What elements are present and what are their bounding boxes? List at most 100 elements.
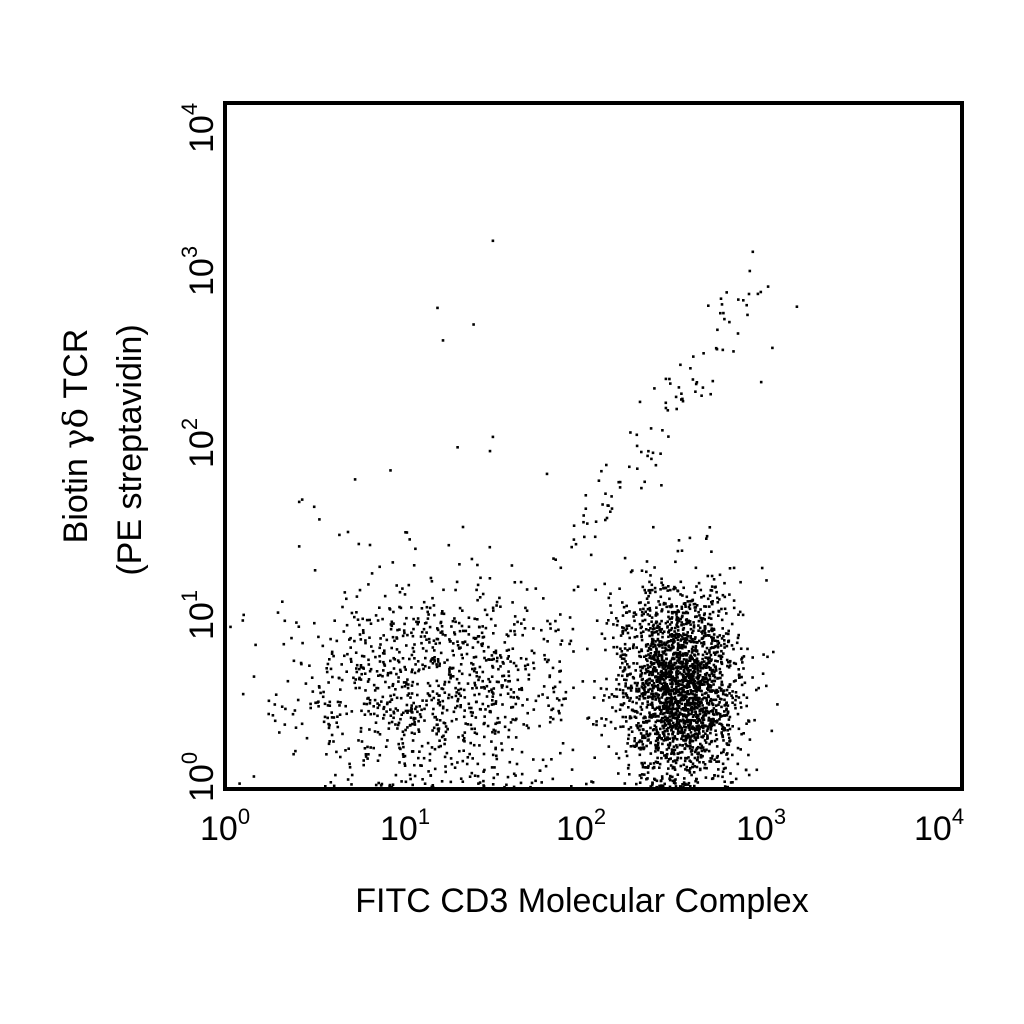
data-point	[454, 706, 457, 710]
data-point	[683, 633, 686, 637]
data-point	[663, 715, 667, 719]
data-point	[417, 719, 420, 723]
data-point	[690, 672, 693, 676]
data-point	[691, 378, 695, 381]
data-point	[459, 704, 462, 707]
data-point	[368, 702, 372, 705]
data-point	[431, 712, 435, 716]
data-point	[651, 781, 654, 784]
data-point	[691, 663, 695, 666]
data-point	[714, 698, 718, 702]
data-point	[623, 657, 626, 661]
data-point	[511, 601, 514, 604]
data-point	[666, 707, 670, 710]
data-point	[473, 693, 476, 697]
data-point	[491, 606, 495, 610]
data-point	[344, 749, 347, 752]
data-point	[406, 711, 409, 714]
data-point	[505, 685, 509, 689]
data-point	[707, 616, 711, 620]
data-point	[728, 661, 731, 664]
data-point	[680, 687, 683, 691]
data-point	[690, 676, 694, 680]
data-point	[715, 760, 718, 763]
data-point	[378, 606, 381, 609]
data-point	[491, 695, 495, 698]
data-point	[664, 692, 667, 696]
data-point	[654, 760, 658, 764]
data-point	[614, 709, 618, 713]
data-point	[658, 641, 661, 644]
data-point	[447, 693, 451, 697]
data-point	[505, 783, 508, 787]
data-point	[391, 783, 395, 786]
data-point	[420, 744, 424, 748]
data-point	[668, 743, 672, 747]
data-point	[475, 686, 478, 690]
data-point	[717, 641, 721, 645]
data-point	[648, 609, 652, 612]
data-point	[438, 719, 442, 722]
data-point	[557, 709, 560, 713]
data-point	[473, 727, 476, 731]
data-point	[428, 759, 432, 762]
data-point	[711, 379, 715, 383]
data-point	[644, 736, 647, 739]
data-point	[308, 664, 311, 667]
data-point	[679, 699, 682, 702]
data-point	[707, 304, 710, 307]
data-point	[522, 723, 525, 726]
data-point	[694, 615, 697, 619]
data-point	[424, 656, 427, 660]
data-point	[464, 722, 467, 725]
data-point	[671, 725, 675, 729]
data-point	[621, 614, 625, 617]
data-point	[694, 750, 697, 754]
data-point	[404, 728, 407, 732]
data-point	[663, 734, 666, 738]
data-point	[494, 651, 498, 655]
data-point	[686, 679, 689, 683]
data-point	[665, 657, 668, 661]
data-point	[384, 680, 387, 684]
data-point	[656, 748, 660, 752]
data-point	[604, 718, 608, 721]
data-point	[696, 745, 700, 749]
data-point	[697, 729, 701, 733]
data-point	[676, 609, 680, 612]
data-point	[645, 777, 648, 781]
data-point	[418, 705, 421, 708]
data-point	[481, 636, 485, 639]
data-point	[286, 679, 290, 683]
data-point	[638, 654, 641, 658]
data-point	[685, 718, 689, 722]
data-point	[655, 648, 658, 651]
data-point	[660, 484, 663, 487]
data-point	[451, 649, 454, 653]
data-point	[677, 704, 680, 708]
data-point	[457, 681, 461, 685]
data-point	[664, 621, 668, 625]
data-point	[333, 619, 336, 622]
data-point	[441, 711, 444, 715]
data-point	[659, 630, 662, 633]
data-point	[704, 666, 708, 669]
data-point	[649, 655, 652, 658]
data-point	[552, 690, 556, 694]
data-point	[675, 721, 679, 724]
data-point	[440, 780, 444, 783]
data-point	[443, 755, 447, 759]
data-point	[678, 650, 682, 654]
data-point	[697, 652, 700, 656]
data-point	[654, 725, 658, 729]
data-point	[697, 700, 700, 704]
data-point	[661, 643, 664, 646]
data-point	[421, 647, 425, 650]
data-point	[723, 317, 726, 321]
data-point	[408, 538, 411, 541]
data-point	[685, 641, 689, 645]
data-point	[704, 656, 707, 659]
data-point	[716, 660, 719, 663]
data-point	[689, 720, 692, 724]
data-point	[662, 603, 666, 606]
